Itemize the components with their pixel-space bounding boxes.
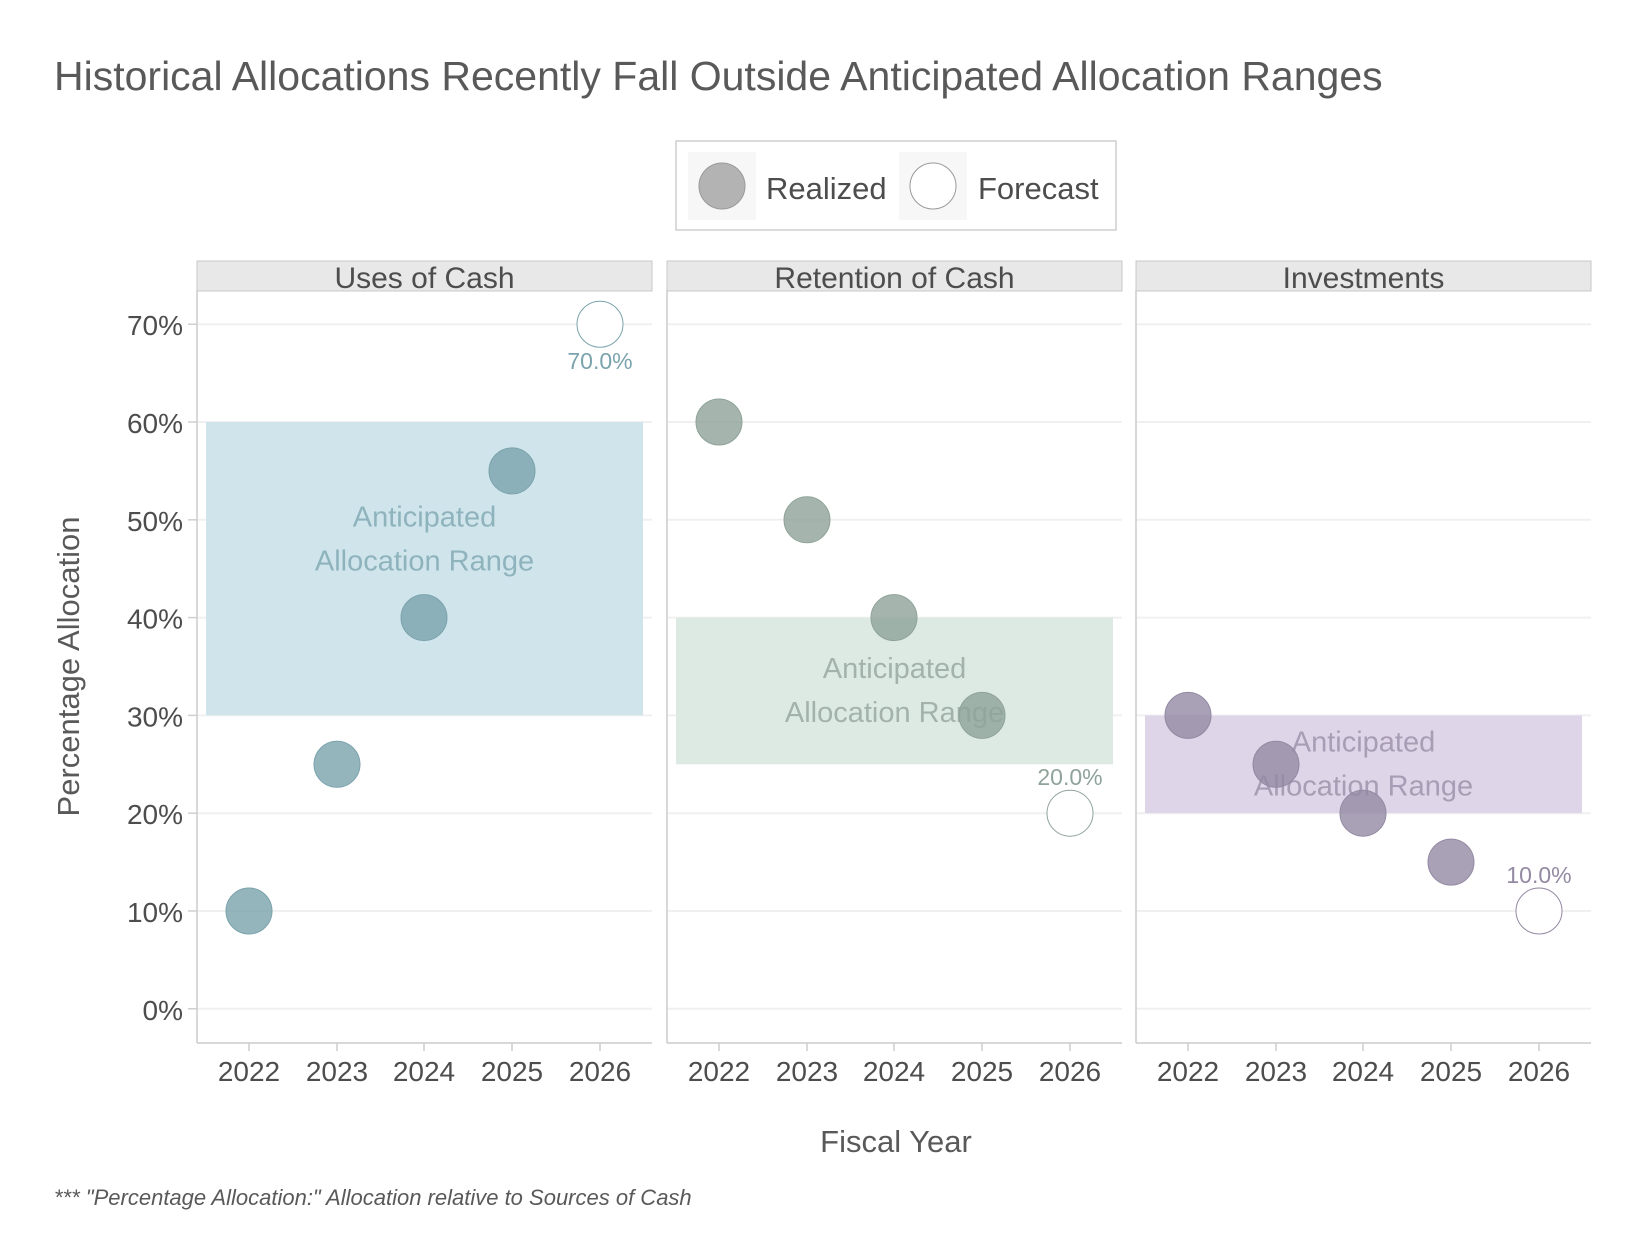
- anticipated-range-band: [676, 617, 1113, 765]
- x-tick-label: 2026: [1039, 1056, 1101, 1087]
- x-tick-label: 2022: [218, 1056, 280, 1087]
- realized-point: [488, 447, 536, 495]
- forecast-value-label: 70.0%: [567, 348, 632, 374]
- y-tick-label: 60%: [127, 408, 183, 439]
- realized-point: [870, 594, 918, 642]
- x-tick-label: 2024: [863, 1056, 925, 1087]
- x-tick-label: 2023: [776, 1056, 838, 1087]
- realized-point: [1164, 691, 1212, 739]
- facet-title-investments: Investments: [1283, 262, 1445, 295]
- x-tick-label: 2025: [1420, 1056, 1482, 1087]
- x-axis-title: Fiscal Year: [820, 1124, 972, 1159]
- realized-point: [1339, 789, 1387, 837]
- y-tick-label: 20%: [127, 799, 183, 830]
- range-label-line1: Anticipated: [353, 502, 497, 534]
- forecast-point: [1515, 887, 1563, 935]
- y-axis-title: Percentage Allocation: [51, 517, 86, 817]
- y-tick-label: 10%: [127, 897, 183, 928]
- realized-point: [1252, 740, 1300, 788]
- x-tick-label: 2025: [951, 1056, 1013, 1087]
- legend-symbol-realized: [698, 162, 746, 210]
- chart-title: Historical Allocations Recently Fall Out…: [54, 53, 1383, 99]
- range-label-line1: Anticipated: [1292, 726, 1436, 758]
- realized-point: [225, 887, 273, 935]
- chart-caption: *** "Percentage Allocation:" Allocation …: [54, 1185, 692, 1210]
- y-tick-label: 30%: [127, 701, 183, 732]
- legend-label-realized: Realized: [766, 171, 887, 206]
- x-tick-label: 2025: [481, 1056, 543, 1087]
- y-tick-label: 70%: [127, 310, 183, 341]
- x-tick-label: 2022: [1157, 1056, 1219, 1087]
- x-tick-label: 2022: [688, 1056, 750, 1087]
- y-tick-label: 50%: [127, 506, 183, 537]
- legend-symbol-forecast: [909, 162, 957, 210]
- facet-title-retention-of-cash: Retention of Cash: [774, 262, 1014, 295]
- realized-point: [695, 398, 743, 446]
- forecast-value-label: 10.0%: [1506, 862, 1571, 888]
- anticipated-range-band: [206, 422, 643, 716]
- range-label-line1: Anticipated: [823, 653, 967, 685]
- realized-point: [313, 740, 361, 788]
- range-label-line2: Allocation Range: [315, 546, 534, 578]
- realized-point: [1427, 838, 1475, 886]
- realized-point: [783, 496, 831, 544]
- x-tick-label: 2026: [569, 1056, 631, 1087]
- facet-strip-uses-of-cash: [196, 260, 653, 292]
- y-tick-label: 40%: [127, 604, 183, 635]
- legend-label-forecast: Forecast: [978, 171, 1099, 206]
- forecast-value-label: 20.0%: [1037, 764, 1102, 790]
- y-tick-label: 0%: [143, 995, 183, 1026]
- x-tick-label: 2026: [1508, 1056, 1570, 1087]
- x-tick-label: 2023: [306, 1056, 368, 1087]
- x-tick-label: 2024: [393, 1056, 455, 1087]
- x-tick-label: 2024: [1332, 1056, 1394, 1087]
- realized-point: [400, 594, 448, 642]
- facet-title-uses-of-cash: Uses of Cash: [334, 262, 514, 295]
- realized-point: [958, 691, 1006, 739]
- facet-strip-investments: [1135, 260, 1592, 292]
- forecast-point: [1046, 789, 1094, 837]
- forecast-point: [576, 300, 624, 348]
- facet-strip-retention-of-cash: [666, 260, 1123, 292]
- x-tick-label: 2023: [1245, 1056, 1307, 1087]
